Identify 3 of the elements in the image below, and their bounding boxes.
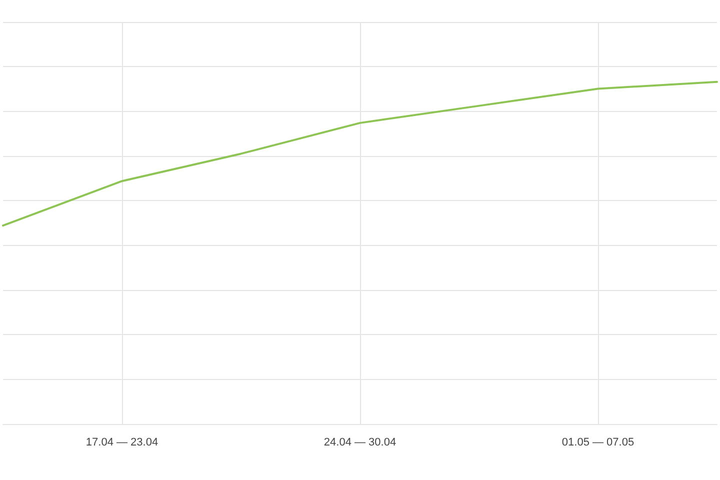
x-tick-label: 24.04 — 30.04	[324, 436, 396, 448]
x-tick-label: 01.05 — 07.05	[562, 436, 634, 448]
x-tick-label: 17.04 — 23.04	[86, 436, 158, 448]
